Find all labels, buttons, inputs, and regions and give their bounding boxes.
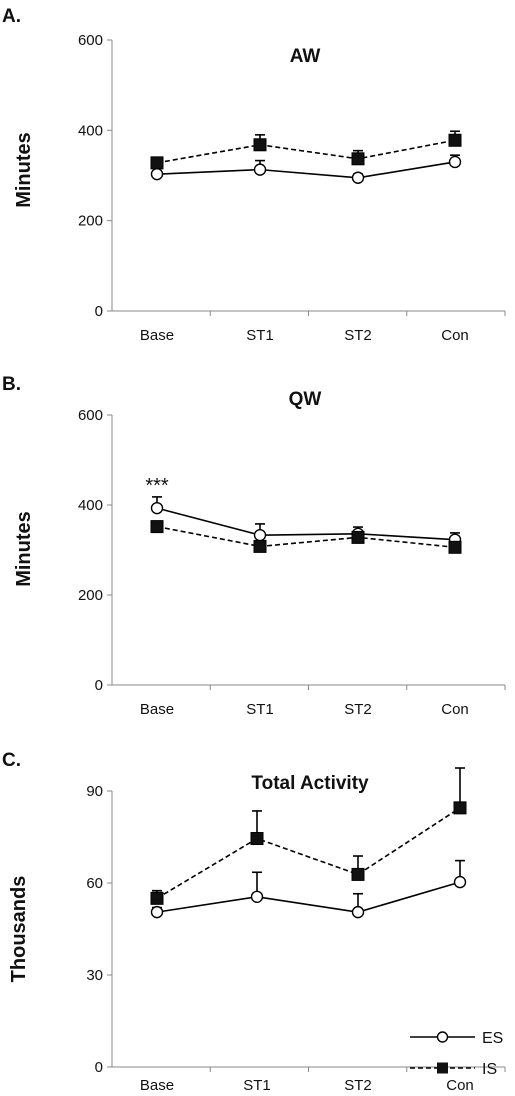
- data-point-ES: [150, 167, 164, 181]
- y-tick-label: 600: [78, 407, 103, 424]
- data-point-ES: [250, 890, 264, 903]
- y-tick-label: 0: [95, 1059, 103, 1076]
- data-point-ES: [453, 875, 467, 889]
- x-tick-label: Base: [140, 701, 174, 718]
- data-point-IS: [351, 152, 365, 166]
- panel-letter: B.: [2, 374, 21, 395]
- y-tick-label: 0: [95, 303, 103, 320]
- data-point-ES: [253, 528, 267, 542]
- y-axis-label: Thousands: [8, 876, 30, 983]
- x-tick-label: Base: [140, 327, 174, 344]
- series-line-ES: [156, 507, 456, 541]
- data-point-ES: [150, 905, 164, 919]
- data-point-IS: [448, 540, 462, 554]
- y-axis-label: Minutes: [13, 511, 35, 587]
- x-tick-label: Con: [441, 701, 469, 718]
- y-tick-label: 400: [78, 122, 103, 139]
- data-point-IS: [351, 867, 365, 881]
- x-tick-label: ST2: [344, 327, 372, 344]
- y-tick-label: 200: [78, 213, 103, 230]
- chart-title: QW: [289, 389, 322, 410]
- legend-label-IS: IS: [482, 1061, 497, 1078]
- chart-title: Total Activity: [251, 773, 369, 794]
- legend-marker-ES: [436, 1031, 449, 1043]
- data-point-IS: [150, 520, 164, 534]
- chart-panel-2: C. Total Activity Thousands 0 30 60 90 Base ST1 S…: [2, 750, 506, 1094]
- data-point-IS: [253, 539, 267, 553]
- series-line-IS: [156, 807, 461, 900]
- chart-title: AW: [290, 46, 321, 67]
- x-tick-label: Base: [140, 1077, 174, 1094]
- y-tick-label: 30: [86, 967, 103, 984]
- x-tick-label: ST2: [344, 701, 372, 718]
- chart-panel-0: A. AW Minutes 0 200 400 600 Base ST1 ST2 Con: [2, 6, 506, 344]
- y-tick-label: 60: [86, 875, 103, 892]
- data-point-IS: [150, 156, 164, 170]
- panel-letter: C.: [2, 750, 21, 771]
- legend-label-ES: ES: [482, 1030, 503, 1047]
- data-point-IS: [253, 138, 267, 152]
- x-tick-label: ST2: [344, 1077, 372, 1094]
- x-tick-label: Con: [441, 327, 469, 344]
- y-tick-label: 200: [78, 587, 103, 604]
- data-point-ES: [351, 905, 365, 919]
- series-line-IS: [156, 525, 456, 549]
- chart-panel-1: B. QW Minutes 0 200 400 600 Base ST1 ST2 Con ***: [2, 374, 506, 718]
- legend-marker-IS: [437, 1062, 448, 1074]
- y-tick-label: 90: [86, 783, 103, 800]
- x-tick-label: ST1: [246, 327, 274, 344]
- y-axis-label: Minutes: [13, 132, 35, 208]
- data-point-ES: [448, 155, 462, 169]
- data-point-ES: [351, 171, 365, 184]
- y-tick-label: 400: [78, 497, 103, 514]
- data-point-IS: [150, 891, 164, 905]
- series-line-ES: [156, 881, 461, 913]
- series-line-IS: [156, 139, 456, 164]
- data-point-IS: [351, 530, 365, 544]
- panel-letter: A.: [2, 6, 21, 27]
- y-tick-label: 0: [95, 677, 103, 694]
- x-tick-label: ST1: [243, 1077, 271, 1094]
- data-point-IS: [453, 801, 467, 815]
- data-point-ES: [253, 163, 267, 176]
- series-line-ES: [156, 161, 456, 179]
- data-point-IS: [250, 832, 264, 846]
- y-tick-label: 600: [78, 32, 103, 49]
- significance-annotation: ***: [145, 475, 169, 497]
- x-tick-label: Con: [446, 1077, 474, 1094]
- data-point-ES: [150, 501, 164, 515]
- x-tick-label: ST1: [246, 701, 274, 718]
- data-point-IS: [448, 133, 462, 147]
